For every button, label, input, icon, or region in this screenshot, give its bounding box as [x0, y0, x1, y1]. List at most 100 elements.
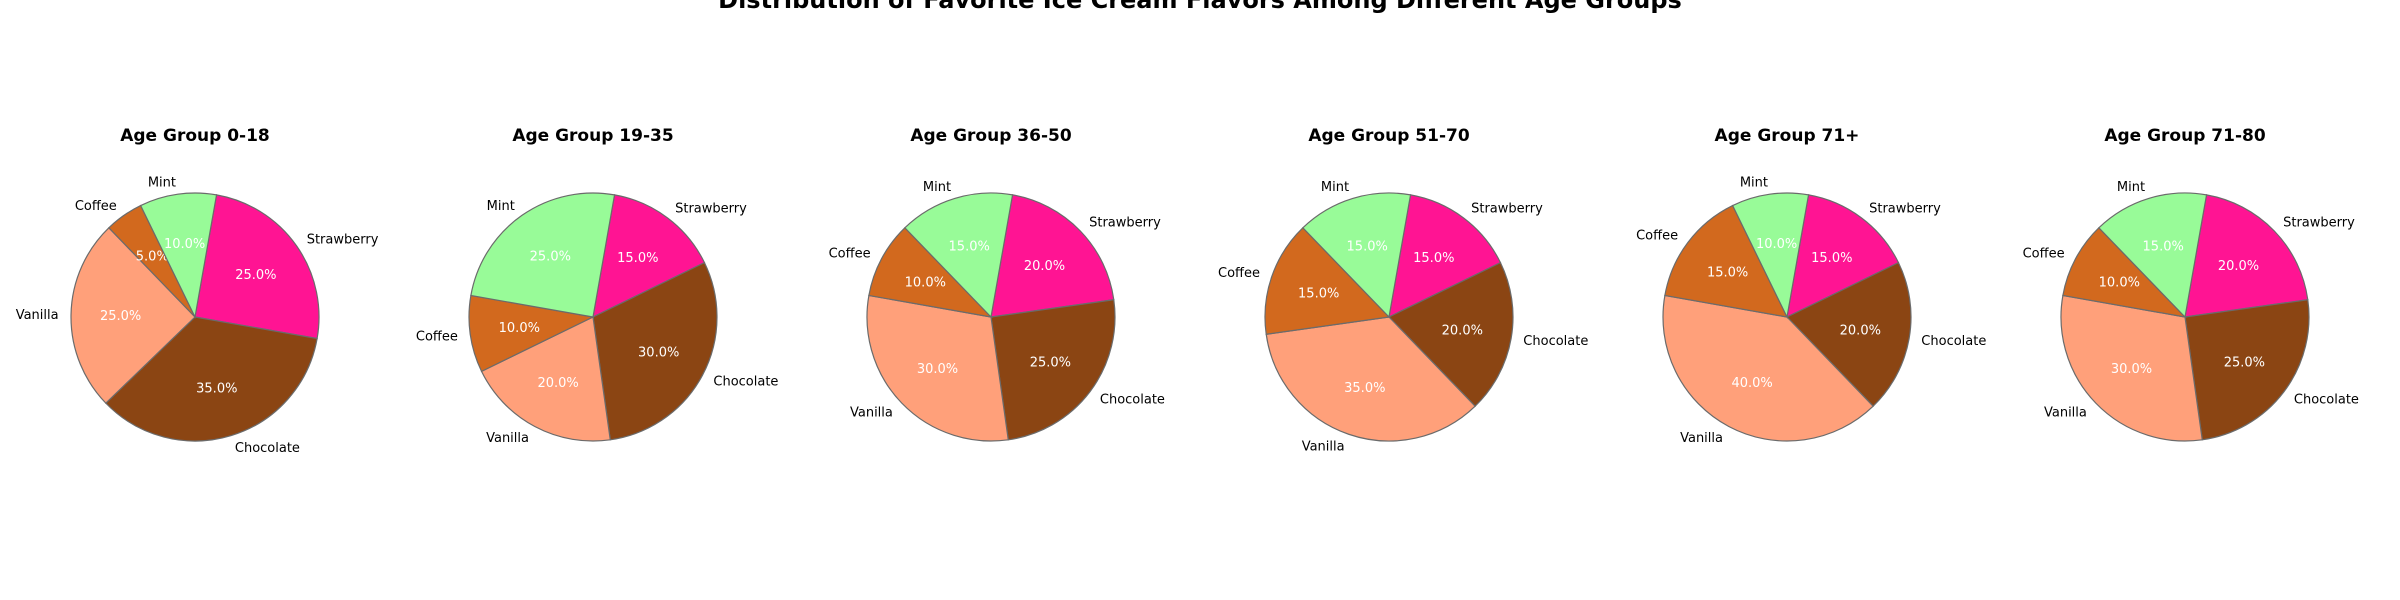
slice-category-label: Strawberry [1869, 202, 1941, 217]
slice-value-label: 10.0% [164, 237, 205, 252]
slice-value-label: 15.0% [617, 251, 658, 266]
pie-title: Age Group 71+ [1715, 126, 1860, 146]
pie-slice-vanilla [2060, 294, 2203, 442]
slice-value-label: 10.0% [905, 276, 946, 291]
slice-value-label: 15.0% [1413, 251, 1454, 266]
slice-category-label: Chocolate [1523, 334, 1588, 349]
slice-category-label: Mint [487, 199, 515, 214]
pie-title: Age Group 36-50 [910, 126, 1072, 146]
pie-slice-coffee [868, 226, 993, 318]
pie-chart-age-group-71-80: Age Group 71-80 20.0% Strawberry 25.0% Choco… [2023, 126, 2359, 442]
pie-slice-coffee [1664, 204, 1789, 318]
pie-slice-coffee [2062, 226, 2187, 318]
slice-category-label: Vanilla [486, 431, 529, 446]
slice-category-label: Mint [1740, 175, 1768, 190]
pie-slice-strawberry [592, 194, 706, 319]
slice-category-label: Coffee [829, 247, 871, 262]
slice-value-label: 35.0% [1344, 381, 1385, 396]
slice-value-label: 20.0% [2218, 259, 2259, 274]
slice-value-label: 15.0% [1707, 266, 1748, 281]
pie-slice-vanilla [480, 316, 611, 442]
pie-slice-chocolate [2184, 299, 2310, 441]
pie-slice-chocolate [1785, 261, 1912, 408]
slice-category-label: Vanilla [1680, 431, 1723, 446]
slice-category-label: Coffee [75, 199, 117, 214]
pie-slice-coffee [1264, 226, 1391, 335]
slice-category-label: Chocolate [713, 375, 778, 390]
slice-value-label: 30.0% [2111, 362, 2152, 377]
pie-slice-strawberry [194, 194, 320, 340]
slice-category-label: Chocolate [235, 441, 300, 456]
slice-category-label: Mint [1321, 180, 1349, 195]
slice-value-label: 40.0% [1731, 376, 1772, 391]
slice-value-label: 25.0% [100, 309, 141, 324]
slice-value-label: 10.0% [499, 321, 540, 336]
pie-slice-coffee [468, 294, 595, 373]
slice-value-label: 30.0% [917, 362, 958, 377]
pie-chart-age-group-0-18: Age Group 0-18 25.0% Strawberry 35.0% Chocol… [16, 126, 379, 456]
pie-chart-age-group-19-35: Age Group 19-35 15.0% Strawberry 30.0% Choco… [416, 126, 779, 446]
slice-category-label: Strawberry [675, 202, 747, 217]
pie-slice-chocolate [104, 316, 318, 442]
slice-value-label: 25.0% [2224, 355, 2265, 370]
pie-title: Age Group 0-18 [120, 126, 270, 146]
pie-chart-age-group-36-50: Age Group 36-50 20.0% Strawberry 25.0% Choco… [829, 126, 1165, 442]
pie-slice-mint [1731, 192, 1810, 319]
slice-value-label: 15.0% [2143, 239, 2184, 254]
slice-value-label: 10.0% [2099, 276, 2140, 291]
slice-value-label: 25.0% [235, 268, 276, 283]
pie-slice-mint [1302, 192, 1412, 319]
slice-category-label: Vanilla [16, 308, 59, 323]
slice-value-label: 20.0% [1840, 323, 1881, 338]
slice-value-label: 20.0% [1024, 259, 1065, 274]
slice-category-label: Chocolate [1100, 393, 1165, 408]
pie-slice-strawberry [1786, 194, 1900, 319]
slice-value-label: 25.0% [530, 250, 571, 265]
pie-slice-chocolate [592, 261, 718, 441]
pie-slice-strawberry [2184, 194, 2309, 318]
pie-title: Age Group 19-35 [512, 126, 673, 146]
slice-category-label: Coffee [2023, 247, 2065, 262]
slice-category-label: Vanilla [1302, 440, 1345, 455]
pie-slice-mint [139, 192, 218, 319]
slice-category-label: Coffee [416, 330, 458, 345]
slice-value-label: 20.0% [1442, 323, 1483, 338]
pie-slice-vanilla [1662, 294, 1874, 442]
pie-slice-strawberry [990, 194, 1115, 318]
slice-category-label: Mint [148, 175, 176, 190]
pie-slice-chocolate [1387, 261, 1514, 408]
slice-category-label: Strawberry [1089, 216, 1161, 231]
slice-category-label: Mint [2117, 180, 2145, 195]
slice-value-label: 15.0% [1811, 251, 1852, 266]
pie-title: Age Group 51-70 [1308, 126, 1470, 146]
pie-slice-mint [904, 192, 1014, 319]
pie-slice-mint [2098, 192, 2208, 319]
slice-category-label: Coffee [1218, 266, 1260, 281]
slice-value-label: 5.0% [136, 250, 169, 265]
slice-category-label: Coffee [1636, 228, 1678, 243]
slice-value-label: 20.0% [537, 376, 578, 391]
pie-chart-age-group-51-70: Age Group 51-70 15.0% Strawberry 20.0% Choco… [1218, 126, 1588, 455]
figure-title: Distribution of Favorite Ice Cream Flavo… [718, 0, 1682, 14]
slice-value-label: 15.0% [1347, 239, 1388, 254]
pie-slice-chocolate [990, 299, 1116, 441]
pie-slice-vanilla [866, 294, 1009, 442]
slice-category-label: Vanilla [2044, 405, 2087, 420]
slice-value-label: 10.0% [1756, 237, 1797, 252]
pie-title: Age Group 71-80 [2104, 126, 2266, 146]
slice-category-label: Chocolate [1921, 334, 1986, 349]
slice-category-label: Strawberry [307, 232, 379, 247]
pie-slice-vanilla [70, 226, 196, 404]
slice-value-label: 25.0% [1030, 355, 1071, 370]
slice-category-label: Chocolate [2294, 393, 2359, 408]
slice-category-label: Vanilla [850, 405, 893, 420]
slice-value-label: 15.0% [1298, 286, 1339, 301]
pie-slice-mint [470, 192, 616, 318]
pie-slice-strawberry [1388, 194, 1502, 319]
slice-value-label: 30.0% [638, 345, 679, 360]
slice-value-label: 35.0% [196, 382, 237, 397]
pie-slice-vanilla [1265, 316, 1476, 442]
slice-value-label: 15.0% [949, 239, 990, 254]
slice-category-label: Mint [923, 180, 951, 195]
